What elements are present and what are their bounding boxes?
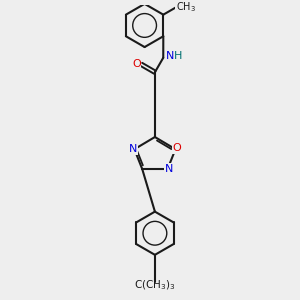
Text: N: N bbox=[129, 144, 138, 154]
Text: H: H bbox=[174, 51, 182, 61]
Text: N: N bbox=[166, 51, 174, 61]
Text: O: O bbox=[172, 143, 181, 153]
Text: N: N bbox=[164, 164, 173, 174]
Text: CH$_3$: CH$_3$ bbox=[176, 0, 196, 14]
Text: O: O bbox=[132, 59, 141, 69]
Text: C(CH$_3$)$_3$: C(CH$_3$)$_3$ bbox=[134, 278, 176, 292]
